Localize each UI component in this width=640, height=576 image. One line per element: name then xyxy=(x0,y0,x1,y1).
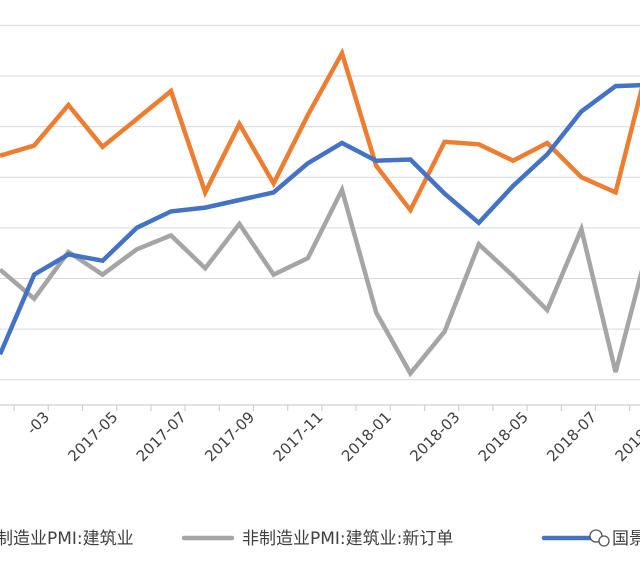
legend-label-0: 制造业PMI:建筑业 xyxy=(0,529,134,549)
series-line-0 xyxy=(0,47,640,215)
wechat-icon xyxy=(589,529,610,547)
series-lines xyxy=(0,47,640,378)
legend-label-1: 非制造业PMI:建筑业:新订单 xyxy=(242,529,453,549)
legend: 制造业PMI:建筑业 非制造业PMI:建筑业:新订单 国景 xyxy=(0,529,640,549)
gridlines xyxy=(0,24,640,381)
x-axis-ticks xyxy=(13,405,631,411)
series-line-2 xyxy=(0,82,640,356)
series-line-1 xyxy=(0,183,640,378)
legend-label-2: 国景 xyxy=(612,529,640,549)
